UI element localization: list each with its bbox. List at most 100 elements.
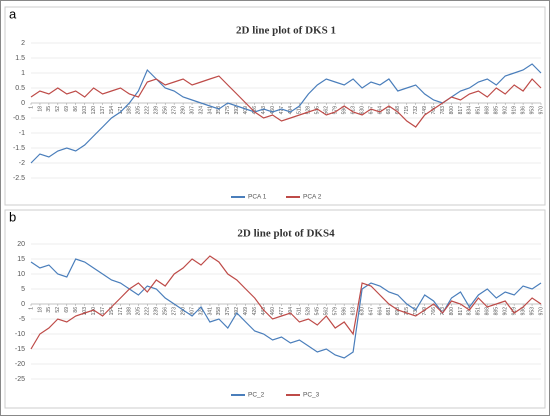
legend-label: PCA 2 xyxy=(303,194,322,201)
y-tick-label: -10 xyxy=(15,331,25,338)
y-tick-label: 0 xyxy=(21,301,25,308)
x-tick-label: 205 xyxy=(136,106,142,115)
x-tick-label: 885 xyxy=(494,106,500,115)
y-tick-label: -0.5 xyxy=(13,115,25,122)
x-tick-label: 324 xyxy=(198,106,204,115)
x-tick-label: 290 xyxy=(180,307,186,316)
y-tick-label: 0.5 xyxy=(15,85,25,92)
x-tick-label: 800 xyxy=(449,106,455,115)
x-tick-label: 341 xyxy=(207,106,213,115)
y-tick-label: 1 xyxy=(21,70,25,77)
y-tick-label: -2.5 xyxy=(13,175,25,182)
y-tick-label: -5 xyxy=(19,316,25,323)
x-tick-label: 596 xyxy=(341,106,347,115)
x-tick-label: 630 xyxy=(359,106,365,115)
x-tick-label: 766 xyxy=(431,106,437,115)
x-tick-label: 970 xyxy=(538,106,544,115)
x-tick-label: 86 xyxy=(73,106,79,112)
x-tick-label: 290 xyxy=(180,106,186,115)
x-tick-label: 698 xyxy=(395,307,401,316)
x-tick-label: 715 xyxy=(404,106,410,115)
x-tick-label: 392 xyxy=(234,307,240,316)
x-tick-label: 698 xyxy=(395,106,401,115)
x-tick-label: 205 xyxy=(136,307,142,316)
x-tick-label: 188 xyxy=(127,307,133,316)
x-tick-label: 1 xyxy=(28,307,34,310)
y-tick-label: -25 xyxy=(15,376,25,383)
x-tick-label: 222 xyxy=(145,106,151,115)
x-tick-label: 256 xyxy=(163,106,169,115)
x-tick-label: 681 xyxy=(386,106,392,115)
x-tick-label: 273 xyxy=(171,307,177,316)
x-tick-label: 375 xyxy=(225,106,231,115)
x-tick-label: 18 xyxy=(37,307,43,313)
x-tick-label: 562 xyxy=(324,106,330,115)
chart-title: 2D line plot of DKS 1 xyxy=(236,25,336,37)
x-tick-label: 732 xyxy=(413,307,419,316)
x-tick-label: 273 xyxy=(171,106,177,115)
x-tick-label: 120 xyxy=(91,106,97,115)
x-tick-label: 647 xyxy=(368,307,374,316)
x-tick-label: 545 xyxy=(315,106,321,115)
x-tick-label: 817 xyxy=(458,307,464,316)
x-tick-label: 528 xyxy=(306,106,312,115)
x-tick-label: 239 xyxy=(154,307,160,316)
x-tick-label: 171 xyxy=(118,106,124,115)
panel-label: a xyxy=(9,6,17,21)
y-tick-label: 0 xyxy=(21,100,25,107)
y-tick-label: 20 xyxy=(17,241,25,248)
x-tick-label: 885 xyxy=(494,307,500,316)
x-tick-label: 52 xyxy=(55,307,61,313)
x-tick-label: 596 xyxy=(341,307,347,316)
x-tick-label: 579 xyxy=(333,307,339,316)
x-tick-label: 256 xyxy=(163,307,169,316)
x-tick-label: 477 xyxy=(279,307,285,316)
x-tick-label: 834 xyxy=(467,307,473,316)
series-line xyxy=(30,258,542,359)
y-tick-label: -20 xyxy=(15,361,25,368)
x-tick-label: 86 xyxy=(73,307,79,313)
x-tick-label: 52 xyxy=(55,106,61,112)
x-tick-label: 511 xyxy=(297,307,303,315)
x-tick-label: 732 xyxy=(413,106,419,115)
x-tick-label: 392 xyxy=(234,106,240,115)
y-tick-label: 2 xyxy=(21,40,25,47)
x-tick-label: 222 xyxy=(145,307,151,316)
x-tick-label: 953 xyxy=(529,307,535,316)
x-tick-label: 511 xyxy=(297,106,303,114)
x-tick-label: 749 xyxy=(422,307,428,316)
x-tick-label: 358 xyxy=(216,307,222,316)
x-tick-label: 681 xyxy=(386,307,392,316)
x-tick-label: 426 xyxy=(252,106,258,115)
y-tick-label: -1 xyxy=(19,130,25,137)
x-tick-label: 851 xyxy=(476,106,482,115)
x-tick-label: 647 xyxy=(368,106,374,115)
x-tick-label: 307 xyxy=(189,307,195,316)
x-tick-label: 1 xyxy=(28,106,34,109)
x-tick-label: 460 xyxy=(270,307,276,316)
x-tick-label: 528 xyxy=(306,307,312,316)
y-tick-label: -2 xyxy=(19,160,25,167)
y-tick-label: -1.5 xyxy=(13,145,25,152)
x-tick-label: 868 xyxy=(485,106,491,115)
y-tick-label: 1.5 xyxy=(15,55,25,62)
x-tick-label: 817 xyxy=(458,106,464,115)
x-tick-label: 494 xyxy=(288,307,294,316)
x-tick-label: 749 xyxy=(422,106,428,115)
x-tick-label: 307 xyxy=(189,106,195,115)
chart-title: 2D line plot of DKS4 xyxy=(237,228,335,240)
legend-label: PC_3 xyxy=(303,392,320,399)
x-tick-label: 324 xyxy=(198,307,204,316)
x-tick-label: 783 xyxy=(440,106,446,115)
x-tick-label: 341 xyxy=(207,307,213,316)
x-tick-label: 358 xyxy=(216,106,222,115)
x-tick-label: 902 xyxy=(503,106,509,115)
x-tick-label: 477 xyxy=(279,106,285,115)
series-line xyxy=(30,75,542,128)
x-tick-label: 35 xyxy=(46,307,52,313)
x-tick-label: 137 xyxy=(100,106,106,115)
x-tick-label: 409 xyxy=(243,106,249,115)
x-tick-label: 919 xyxy=(511,106,517,115)
x-tick-label: 35 xyxy=(46,106,52,112)
